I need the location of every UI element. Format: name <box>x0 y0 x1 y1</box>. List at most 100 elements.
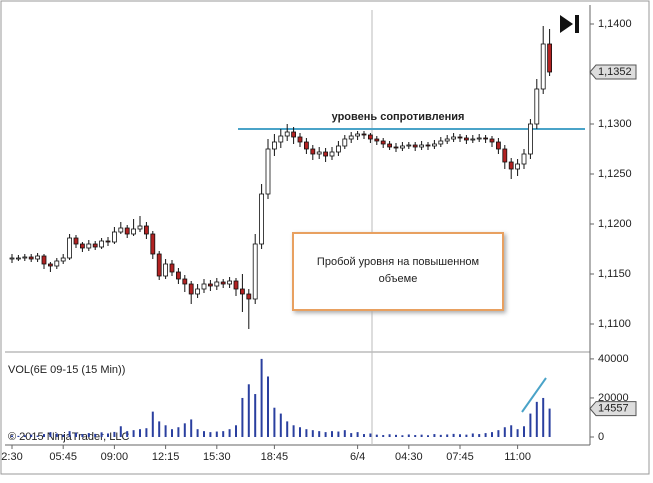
volume-bar <box>382 435 385 437</box>
candle-body <box>361 133 367 136</box>
annotation-text: объеме <box>379 273 418 285</box>
volume-bar <box>113 431 116 437</box>
volume-bar <box>209 432 212 437</box>
volume-bar <box>62 434 65 437</box>
play-triangle[interactable] <box>560 15 573 33</box>
volume-bar <box>375 434 378 437</box>
candle-body <box>528 123 533 155</box>
volume-bar <box>286 421 289 437</box>
volume-bar <box>158 421 161 437</box>
volume-bar <box>324 432 327 437</box>
volume-bar <box>247 384 250 437</box>
candle-body <box>463 137 469 141</box>
candle-body <box>367 134 373 140</box>
candle-body <box>278 135 284 143</box>
candle-body <box>508 161 514 170</box>
candle-body <box>92 243 98 248</box>
volume-bar <box>145 428 148 437</box>
candle-body <box>201 283 207 290</box>
y-tick-label: 1,1300 <box>598 118 632 130</box>
volume-bar <box>420 434 423 437</box>
volume-bar <box>292 425 295 437</box>
x-tick-label: 18:45 <box>261 451 289 463</box>
candle-body <box>118 227 124 233</box>
play-bar[interactable] <box>575 15 579 33</box>
x-tick-label: 6/4 <box>350 451 365 463</box>
candle-body <box>220 281 226 285</box>
candle-body <box>540 43 546 90</box>
volume-bar <box>343 430 346 437</box>
volume-bar <box>529 413 532 437</box>
candle-body <box>387 143 393 148</box>
candle-body <box>342 138 348 147</box>
candle-body <box>489 138 495 143</box>
candle-body <box>246 293 252 300</box>
volume-bar <box>132 430 135 437</box>
candle-body <box>483 137 489 140</box>
volume-bar <box>503 427 506 437</box>
candle-body <box>131 228 137 235</box>
x-tick-label: 2:30 <box>1 451 22 463</box>
candle-body <box>239 288 245 295</box>
candle-body <box>374 138 380 142</box>
candle-body <box>444 138 450 142</box>
candle-body <box>393 146 399 149</box>
volume-bar <box>523 426 525 437</box>
volume-bar <box>241 397 244 437</box>
candle-body <box>335 145 341 153</box>
candle-body <box>451 136 457 140</box>
volume-bar <box>331 431 333 437</box>
volume-bar <box>363 434 365 437</box>
candle-body <box>169 263 175 273</box>
volume-bar <box>414 435 417 437</box>
candle-body <box>355 133 361 137</box>
candle-body <box>99 240 104 248</box>
volume-trend-line <box>521 377 547 413</box>
volume-bar <box>535 401 538 437</box>
x-tick-label: 09:00 <box>101 451 129 463</box>
last-price-label: 1,1352 <box>598 66 632 78</box>
y-tick-label: 1,1250 <box>598 168 632 180</box>
volume-bar <box>459 434 461 437</box>
volume-bar <box>299 427 301 437</box>
candle-body <box>105 240 111 243</box>
candle-body <box>419 144 425 148</box>
candle-body <box>60 257 66 262</box>
candle-body <box>35 255 40 260</box>
candle-body <box>380 140 386 145</box>
candle-body <box>175 271 181 280</box>
volume-bar <box>177 427 180 437</box>
volume-bar <box>87 433 90 437</box>
volume-bar <box>228 429 231 437</box>
candle-body <box>431 143 437 147</box>
volume-bar <box>407 434 410 437</box>
annotation-box <box>292 232 504 311</box>
volume-bar <box>100 432 103 437</box>
volume-bar <box>478 434 481 437</box>
volume-bar <box>254 394 257 437</box>
x-tick-label: 04:30 <box>395 451 423 463</box>
candle-body <box>284 131 290 137</box>
x-tick-label: 15:30 <box>203 451 231 463</box>
volume-bar <box>75 432 77 437</box>
candle-body <box>195 288 201 295</box>
volume-bar <box>55 433 58 437</box>
candle-body <box>67 237 72 259</box>
candle-body <box>259 193 265 245</box>
volume-bar <box>235 425 237 437</box>
candle-body <box>54 260 60 267</box>
volume-bar <box>68 431 71 437</box>
volume-bar <box>427 435 429 437</box>
candle-body <box>412 144 418 148</box>
volume-bar <box>190 419 193 437</box>
volume-bar <box>107 433 109 437</box>
volume-bar <box>337 431 340 437</box>
play-icon[interactable] <box>560 15 579 33</box>
x-tick-label: 07:45 <box>446 451 474 463</box>
volume-bar <box>30 434 33 437</box>
candle-body <box>310 148 316 155</box>
candle-body <box>303 141 309 150</box>
candle-body <box>73 237 79 245</box>
x-tick-label: 11:00 <box>504 451 531 463</box>
x-tick-label: 05:45 <box>49 451 77 463</box>
